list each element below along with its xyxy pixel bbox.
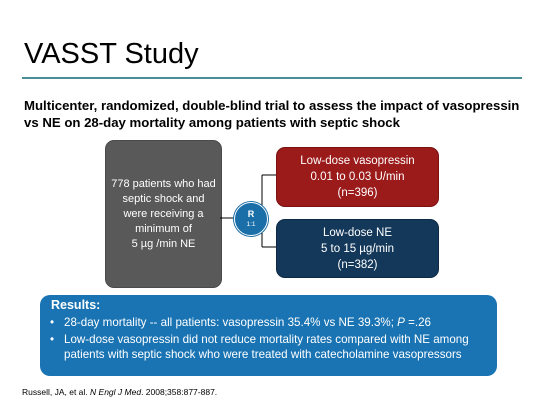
- p-value-symbol: P: [397, 316, 405, 329]
- ne-arm-line: Low-dose NE: [322, 226, 393, 239]
- p-value: =.26: [404, 316, 431, 329]
- vasopressin-arm-line: 0.01 to 0.03 U/min: [310, 171, 405, 183]
- slide-subtitle: Multicenter, randomized, double-blind tr…: [24, 98, 520, 130]
- results-panel: Results: 28-day mortality -- all patient…: [40, 295, 497, 376]
- ne-arm-line: 5 to 15 µg/min: [320, 242, 395, 255]
- patients-line: minimum of: [135, 222, 192, 235]
- results-heading: Results:: [51, 298, 101, 312]
- randomization-letter: R: [247, 208, 255, 219]
- patients-box: 778 patients who had septic shock and we…: [105, 140, 222, 288]
- mortality-text: 28-day mortality -- all patients: vasopr…: [64, 316, 398, 329]
- vasopressin-arm-line: Low-dose vasopressin: [300, 155, 415, 167]
- results-bullet-conclusion: Low-dose vasopressin did not reduce mort…: [48, 332, 488, 362]
- results-list: 28-day mortality -- all patients: vasopr…: [48, 315, 488, 364]
- results-bullet-mortality: 28-day mortality -- all patients: vasopr…: [48, 315, 488, 330]
- randomization-ratio: 1:1: [246, 220, 256, 228]
- citation-journal: N Engl J Med: [90, 387, 142, 397]
- citation-details: . 2008;358:877-887.: [141, 387, 218, 397]
- vasopressin-arm-line: (n=396): [337, 187, 378, 199]
- title-divider: [22, 77, 522, 79]
- patients-line: were receiving a: [123, 207, 204, 220]
- ne-arm-box: Low-dose NE 5 to 15 µg/min (n=382): [276, 219, 439, 278]
- slide-title: VASST Study: [24, 38, 199, 70]
- citation-authors: Russell, JA, et al.: [22, 387, 91, 397]
- patients-line: 778 patients who had: [111, 177, 216, 190]
- citation: Russell, JA, et al. N Engl J Med. 2008;3…: [22, 387, 217, 397]
- patients-line: septic shock and: [122, 192, 205, 205]
- ne-arm-line: (n=382): [337, 258, 378, 271]
- patients-line: 5 µg /min NE: [131, 237, 196, 250]
- vasopressin-arm-box: Low-dose vasopressin 0.01 to 0.03 U/min …: [276, 147, 439, 207]
- randomization-badge: R 1:1: [234, 202, 268, 236]
